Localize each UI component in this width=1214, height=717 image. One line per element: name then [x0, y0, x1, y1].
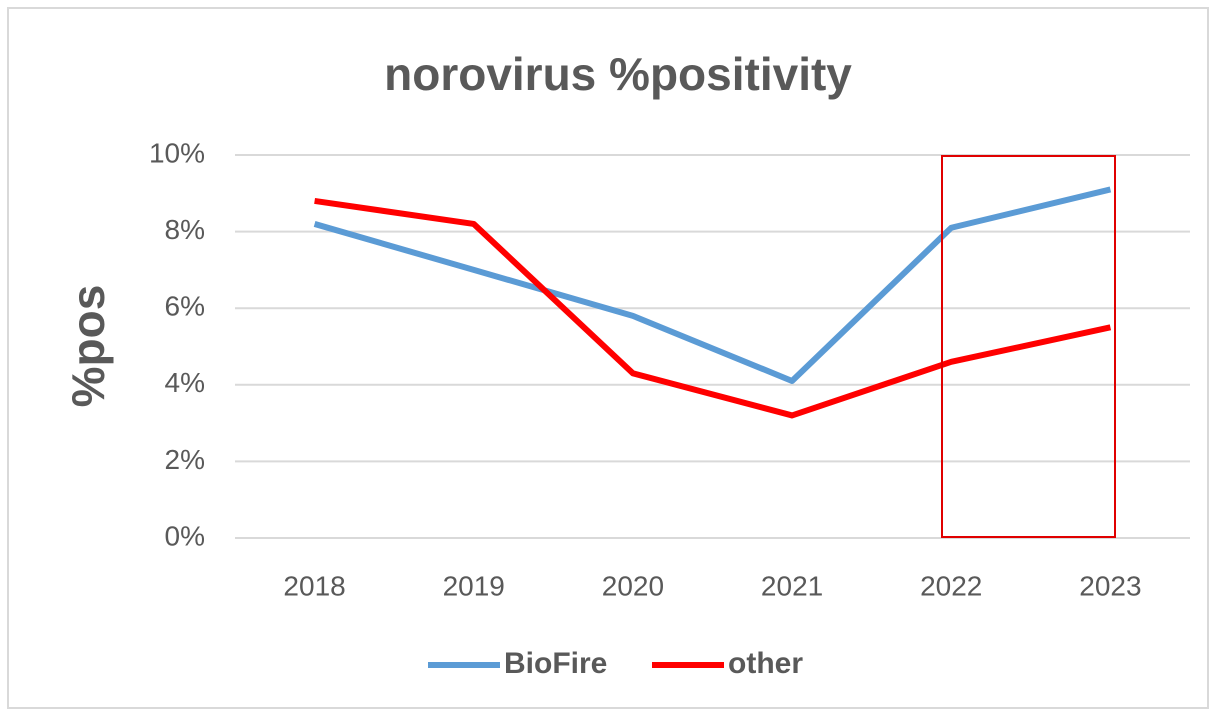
x-tick-label: 2021	[761, 570, 823, 601]
y-tick-label: 10%	[149, 137, 205, 168]
y-tick-label: 6%	[165, 291, 205, 322]
y-tick-label: 8%	[165, 214, 205, 245]
chart-title: norovirus %positivity	[384, 48, 852, 100]
x-tick-label: 2019	[443, 570, 505, 601]
legend-label: other	[728, 647, 803, 680]
y-tick-label: 0%	[165, 520, 205, 551]
chart-frame	[7, 7, 1209, 709]
plot-area: 0% 2% 4% 6% 8% 10% 2018 2019 2020 2021 2022 2023	[149, 137, 1190, 601]
highlight-box	[941, 155, 1116, 538]
x-tick-label: 2020	[602, 570, 664, 601]
y-tick-label: 2%	[165, 444, 205, 475]
line-series	[313, 186, 1112, 384]
legend-label: BioFire	[504, 647, 607, 680]
y-tick-label: 4%	[165, 367, 205, 398]
x-tick-label: 2018	[283, 570, 345, 601]
x-tick-label: 2022	[920, 570, 982, 601]
line-series	[314, 197, 1112, 419]
x-tick-label: 2023	[1079, 570, 1141, 601]
y-axis-label: %pos	[62, 285, 114, 408]
